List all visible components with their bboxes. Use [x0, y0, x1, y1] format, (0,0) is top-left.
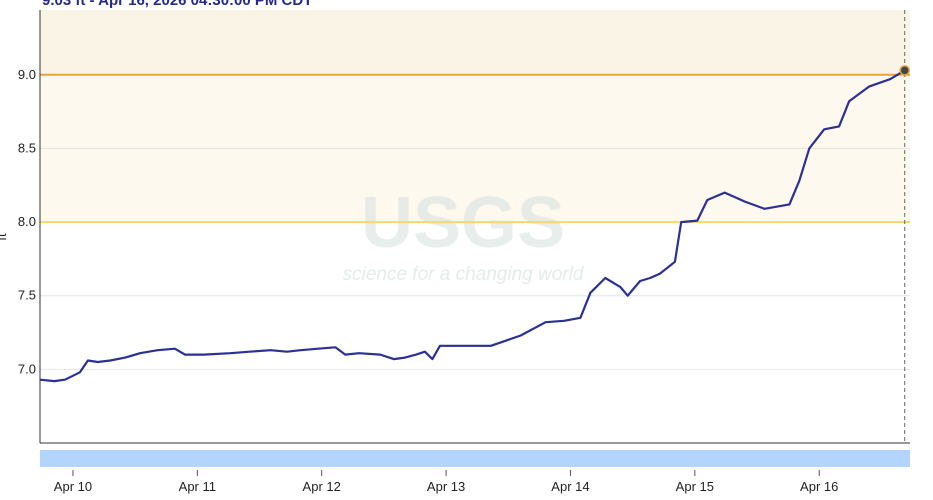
- navigator-bar[interactable]: [40, 450, 910, 467]
- y-tick-label: 8.0: [18, 214, 36, 229]
- x-tick-label: Apr 10: [54, 479, 92, 494]
- y-tick-label: 9.0: [18, 67, 36, 82]
- y-tick-label: 7.5: [18, 288, 36, 303]
- threshold-band: [40, 10, 910, 75]
- y-tick-label: 7.0: [18, 361, 36, 376]
- y-tick-label: 8.5: [18, 140, 36, 155]
- x-tick-label: Apr 11: [179, 479, 216, 494]
- y-axis-label: ft: [0, 233, 9, 241]
- data-line: [40, 69, 906, 383]
- x-tick-label: Apr 15: [676, 479, 714, 494]
- x-tick-label: Apr 13: [427, 479, 465, 494]
- chart-title: 9.03 ft - Apr 16, 2026 04:30:00 PM CDT: [42, 0, 312, 9]
- x-tick-label: Apr 14: [551, 479, 589, 494]
- current-point: [899, 65, 910, 76]
- x-tick-label: Apr 16: [800, 479, 838, 494]
- watermark-text: science for a changing world: [343, 264, 585, 285]
- x-tick-label: Apr 12: [303, 479, 341, 494]
